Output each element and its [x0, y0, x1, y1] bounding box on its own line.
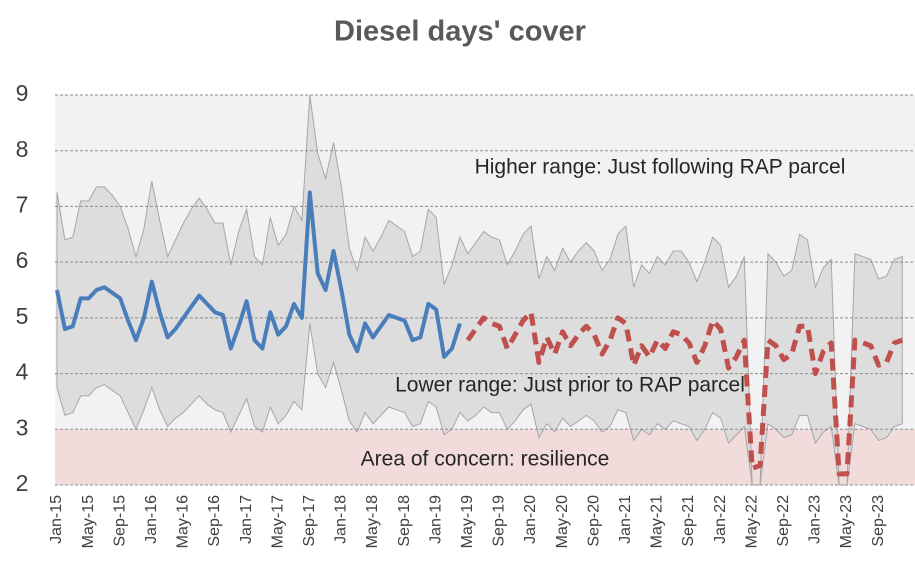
annotation: Area of concern: resilience: [361, 448, 610, 471]
series-line: [55, 190, 462, 359]
x-tick-label: Jan-16: [143, 495, 160, 544]
y-tick-label: 7: [16, 192, 29, 218]
y-tick-label: 4: [16, 359, 29, 385]
x-tick-label: May-17: [269, 495, 286, 548]
x-tick-label: Sep-19: [491, 495, 508, 547]
y-tick-label: 2: [16, 470, 29, 496]
y-tick-label: 3: [16, 414, 29, 440]
x-tick-label: May-19: [459, 495, 476, 548]
x-tick-label: Jan-18: [333, 495, 350, 544]
y-tick-label: 6: [16, 247, 29, 273]
x-tick-label: Sep-22: [775, 495, 792, 547]
y-tick-label: 9: [16, 80, 29, 106]
x-tick-label: Sep-18: [396, 495, 413, 547]
annotation: Higher range: Just following RAP parcel: [475, 156, 846, 179]
concern-band: [55, 429, 915, 485]
x-tick-label: Jan-20: [522, 495, 539, 544]
x-tick-label: Jan-15: [48, 495, 65, 544]
x-tick-label: May-22: [743, 495, 760, 548]
x-tick-label: May-16: [175, 495, 192, 548]
x-tick-label: May-23: [838, 495, 855, 548]
series-line: [465, 309, 904, 477]
x-tick-label: Sep-16: [206, 495, 223, 547]
x-tick-label: Jan-23: [807, 495, 824, 544]
y-tick-label: 8: [16, 136, 29, 162]
chart-title: Diesel days' cover: [334, 16, 586, 48]
x-tick-label: Jan-21: [617, 495, 634, 544]
x-tick-label: May-18: [364, 495, 381, 548]
x-tick-label: Sep-20: [585, 495, 602, 547]
x-tick-label: May-21: [649, 495, 666, 548]
x-tick-label: Sep-17: [301, 495, 318, 547]
x-tick-label: Jan-19: [427, 495, 444, 544]
range-area: [56, 94, 903, 486]
x-tick-label: May-15: [80, 495, 97, 548]
x-tick-label: Sep-23: [870, 495, 887, 547]
annotation: Lower range: Just prior to RAP parcel: [395, 374, 745, 397]
x-tick-label: Sep-21: [680, 495, 697, 547]
x-tick-label: Sep-15: [111, 495, 128, 547]
x-tick-label: Jan-17: [238, 495, 255, 544]
x-tick-label: May-20: [554, 495, 571, 548]
x-tick-label: Jan-22: [712, 495, 729, 544]
y-tick-label: 5: [16, 303, 29, 329]
